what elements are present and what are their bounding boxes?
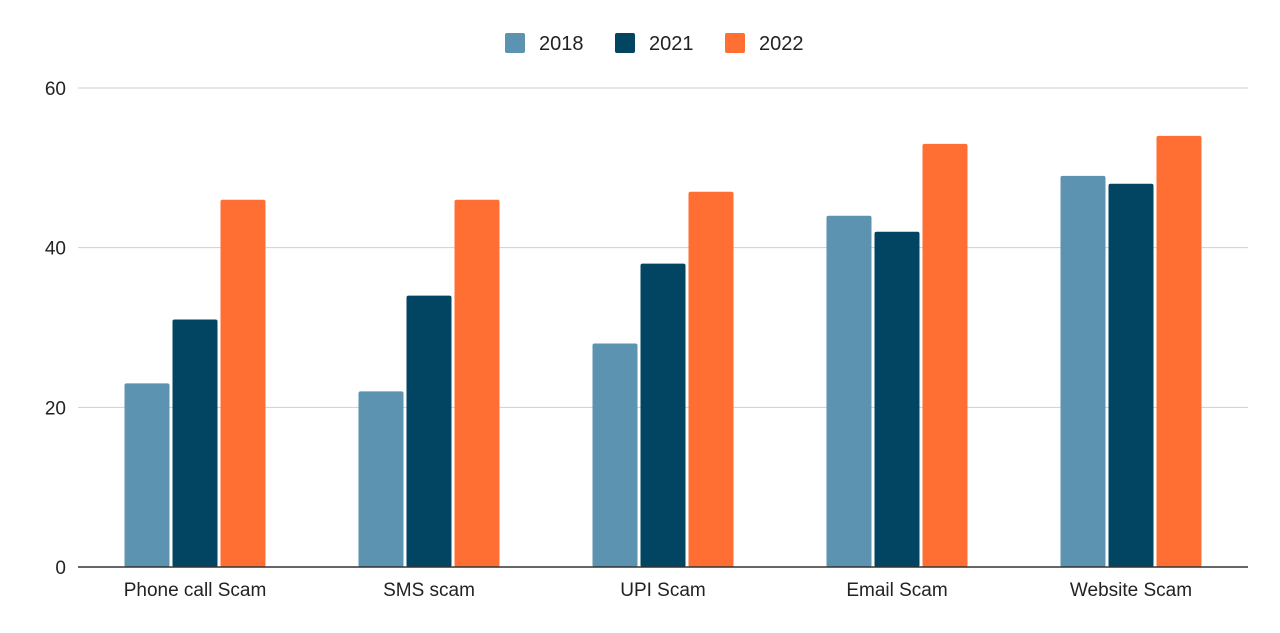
bars (124, 135, 1202, 568)
bar-2022-2 (688, 191, 734, 568)
x-category-label: Email Scam (846, 580, 947, 601)
bar-2021-3 (874, 231, 920, 567)
x-category-label: Website Scam (1070, 580, 1192, 601)
bar-2022-0 (220, 199, 266, 567)
x-category-label: SMS scam (383, 580, 475, 601)
bar-2022-4 (1156, 135, 1202, 567)
legend-swatch (725, 33, 745, 53)
x-category-label: UPI Scam (620, 580, 706, 601)
legend-item-2021: 2021 (615, 33, 694, 55)
bar-2021-4 (1108, 183, 1154, 568)
bar-2022-3 (922, 143, 968, 567)
legend-swatch (615, 33, 635, 53)
legend-label: 2021 (649, 33, 694, 55)
y-tick-label: 40 (45, 239, 66, 260)
y-tick-label: 20 (45, 398, 66, 419)
bar-2018-2 (592, 343, 638, 567)
legend-label: 2018 (539, 33, 584, 55)
bar-2022-1 (454, 199, 500, 567)
bar-2021-2 (640, 263, 686, 567)
bar-2018-4 (1060, 175, 1106, 568)
bar-2021-0 (172, 319, 218, 567)
legend-item-2018: 2018 (505, 33, 584, 55)
legend-label: 2022 (759, 33, 804, 55)
bar-2018-3 (826, 215, 872, 567)
bar-2018-1 (358, 391, 404, 567)
y-tick-label: 0 (55, 558, 66, 579)
legend-swatch (505, 33, 525, 53)
legend: 2018 2021 2022 (505, 33, 804, 55)
x-category-label: Phone call Scam (124, 580, 267, 601)
y-tick-label: 60 (45, 79, 66, 100)
legend-item-2022: 2022 (725, 33, 804, 55)
bar-2021-1 (406, 295, 452, 567)
bar-2018-0 (124, 383, 170, 567)
axes: 0 20 40 60 Phone call Scam SMS scam UPI Scam Em… (45, 79, 1248, 601)
